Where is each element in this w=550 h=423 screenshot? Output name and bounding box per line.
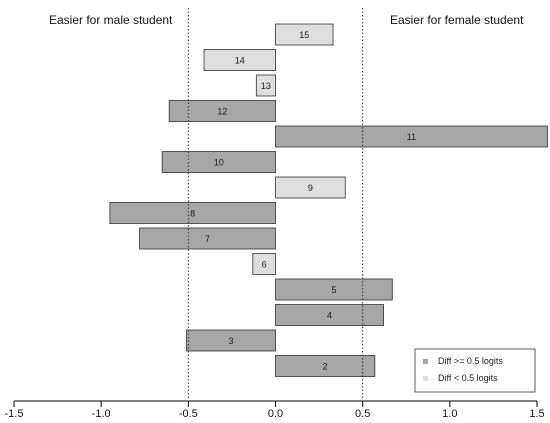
bar-label-6: 6 [262,260,267,270]
bar-item-2 [275,355,376,377]
bar-item-13 [255,74,276,97]
bar-label-9: 9 [308,183,313,193]
legend-swatch-large [423,359,428,364]
bar-item-12 [168,100,276,122]
bar-item-15 [275,23,334,46]
bar-item-3 [186,329,276,352]
legend-label-small: Diff < 0.5 logits [438,373,498,383]
x-tick-label-1: -1.5 [5,408,24,420]
bar-label-5: 5 [331,285,336,295]
legend: Diff >= 0.5 logits Diff < 0.5 logits [414,348,536,393]
annotation-left: Easier for male student [49,13,173,27]
bar-label-4: 4 [327,311,332,321]
bar-item-5 [275,278,393,301]
bar-label-3: 3 [229,336,234,346]
bar-item-8 [109,202,276,224]
bar-item-7 [139,227,276,250]
x-tick-label-5: 0.5 [355,408,370,420]
annotation-right: Easier for female student [390,13,524,27]
legend-swatch-small [423,376,428,381]
bars-layer: 15 14 13 12 11 10 9 8 7 6 5 4 3 2 [109,23,548,377]
x-tick-label-7: 1.5 [529,408,544,420]
bar-label-2: 2 [323,362,328,372]
legend-box [414,348,536,393]
bar-label-10: 10 [214,158,224,168]
bar-label-15: 15 [299,30,309,40]
bar-item-6 [252,253,276,275]
x-tick-label-2: -1.0 [92,408,111,420]
x-tick-label-6: 1.0 [442,408,457,420]
bar-label-11: 11 [407,132,416,142]
bar-label-14: 14 [235,56,245,66]
x-tick-label-4: 0.0 [268,408,283,420]
bar-label-12: 12 [217,107,227,117]
bar-label-13: 13 [261,81,271,91]
bar-item-11 [275,125,548,148]
bar-item-9 [275,176,346,199]
bar-label-7: 7 [205,234,210,244]
legend-label-large: Diff >= 0.5 logits [438,356,503,366]
bar-item-10 [161,151,276,173]
x-tick-label-3: -0.5 [179,408,198,420]
bar-item-14 [203,49,276,71]
bar-item-4 [275,304,384,326]
x-axis: -1.5 -1.0 -0.5 0.0 0.5 1.0 1.5 [5,400,545,420]
bar-label-8: 8 [190,209,195,219]
reference-lines [187,8,364,400]
